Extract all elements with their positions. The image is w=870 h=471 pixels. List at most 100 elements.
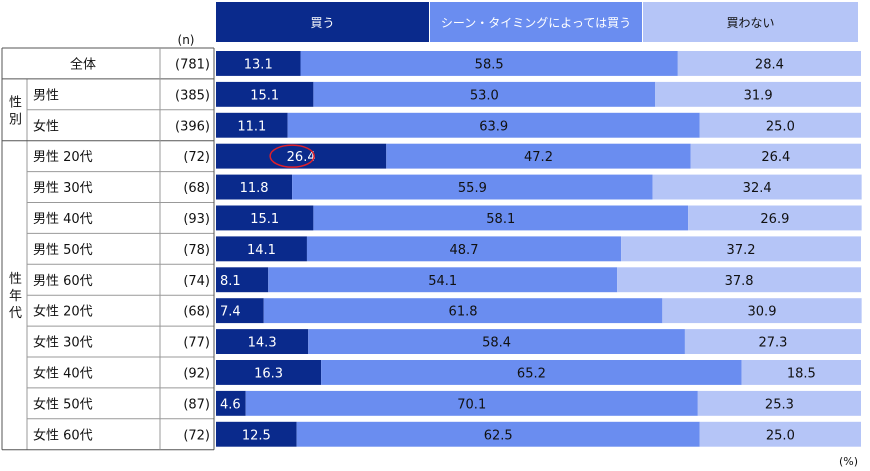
row-label: 男性 60代: [33, 274, 93, 289]
data-label: 70.1: [457, 397, 486, 412]
bar-segment: [688, 205, 862, 231]
bar-segment: [216, 298, 264, 324]
bar-segment: [386, 143, 691, 169]
data-label: 26.9: [760, 212, 789, 227]
data-label: 14.3: [248, 336, 277, 351]
row-label: 全体: [70, 56, 96, 72]
bar-segment: [321, 360, 742, 385]
legend-box: [430, 2, 642, 42]
bar-segment: [621, 236, 861, 262]
bar-segment: [617, 267, 861, 293]
bar-segment: [216, 267, 269, 293]
bar-segment: [216, 329, 309, 354]
bar-segment: [216, 360, 322, 385]
data-label: 8.1: [220, 274, 241, 289]
bar-segment: [690, 143, 861, 169]
bar-segment: [697, 390, 861, 416]
group-label: 別: [9, 112, 22, 127]
legend-box: [643, 2, 858, 42]
data-label: 7.4: [220, 305, 241, 320]
row-label: 男性 50代: [33, 243, 93, 258]
bar-segment: [308, 329, 685, 354]
data-label: 27.3: [758, 336, 787, 351]
row-n: (92): [183, 366, 210, 381]
bar-segment: [313, 205, 689, 231]
legend-label: シーン・タイミングによっては買う: [441, 16, 631, 30]
bar-segment: [655, 81, 861, 107]
data-label: 37.2: [727, 243, 756, 258]
data-label: 47.2: [524, 150, 553, 165]
row-n: (68): [183, 305, 210, 320]
bar-segment: [296, 421, 700, 447]
row-label: 女性 40代: [33, 365, 93, 381]
row-n: (781): [175, 57, 210, 72]
data-label: 65.2: [517, 366, 546, 381]
row-n: (93): [183, 212, 210, 227]
data-label: 55.9: [458, 181, 487, 196]
row-label: 女性 30代: [33, 335, 93, 351]
bar-segment: [699, 112, 861, 138]
bar-segment: [263, 298, 663, 324]
group-label: 代: [9, 306, 22, 321]
data-label: 26.4: [287, 150, 316, 165]
legend-label: 買う: [310, 16, 334, 30]
data-label: 15.1: [250, 212, 279, 227]
data-label: 4.6: [220, 397, 241, 412]
row-label: 男性 40代: [33, 212, 93, 227]
data-label: 31.9: [744, 88, 773, 103]
bar-segment: [245, 390, 698, 416]
row-label: 女性 20代: [33, 304, 93, 320]
bar-segment: [216, 236, 307, 262]
row-n: (68): [183, 181, 210, 196]
highlight-circle: [269, 144, 315, 168]
data-label: 25.0: [766, 119, 795, 134]
data-label: 11.8: [240, 181, 269, 196]
bar-segment: [216, 174, 293, 200]
bar-segment: [292, 174, 653, 200]
data-label: 12.5: [242, 428, 271, 443]
bar-segment: [684, 329, 861, 354]
bar-segment: [216, 81, 314, 107]
row-n: (72): [183, 428, 210, 443]
group-label: 性: [9, 272, 22, 287]
row-label: 女性: [33, 118, 59, 134]
row-label: 男性 20代: [33, 150, 93, 165]
data-label: 58.1: [486, 212, 515, 227]
legend-label: 買わない: [726, 16, 774, 30]
data-label: 37.8: [725, 274, 754, 289]
data-label: 54.1: [428, 274, 457, 289]
bar-segment: [216, 390, 246, 416]
bar-segment: [677, 51, 861, 76]
bar-segment: [216, 143, 387, 169]
bar-segment: [313, 81, 656, 107]
data-label: 30.9: [748, 305, 777, 320]
data-label: 11.1: [237, 119, 266, 134]
row-n: (385): [175, 88, 210, 103]
row-n: (78): [183, 243, 210, 258]
data-label: 48.7: [450, 243, 479, 258]
bar-segment: [662, 298, 862, 324]
data-label: 13.1: [244, 57, 273, 72]
bar-segment: [300, 51, 678, 76]
row-n: (77): [183, 336, 210, 351]
row-n: (74): [183, 274, 210, 289]
row-n: (72): [183, 150, 210, 165]
unit-label: (%): [838, 455, 858, 468]
bar-segment: [216, 51, 301, 76]
data-label: 18.5: [787, 366, 816, 381]
data-label: 25.3: [765, 397, 794, 412]
data-label: 16.3: [254, 366, 283, 381]
data-label: 28.4: [755, 57, 784, 72]
row-n: (87): [183, 397, 210, 412]
bar-segment: [652, 174, 862, 200]
bar-segment: [699, 421, 861, 447]
data-label: 15.1: [250, 88, 279, 103]
bar-segment: [268, 267, 618, 293]
bar-segment: [287, 112, 700, 138]
group-label: 年: [9, 289, 22, 304]
bar-segment: [741, 360, 861, 385]
group-label: 性: [9, 95, 22, 110]
bar-segment: [216, 421, 297, 447]
n-header: (n): [178, 33, 195, 47]
